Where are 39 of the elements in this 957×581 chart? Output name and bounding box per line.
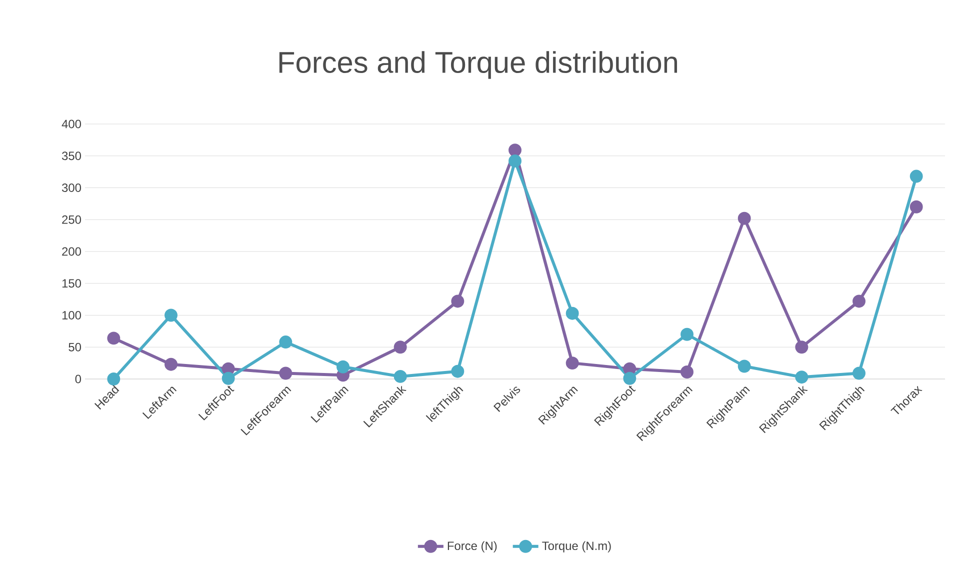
point <box>279 366 292 380</box>
point <box>852 366 866 380</box>
point <box>164 308 178 322</box>
point <box>107 372 120 386</box>
point <box>508 154 522 168</box>
y-tick-label: 100 <box>62 311 82 320</box>
point <box>738 212 751 225</box>
y-tick-label: 300 <box>62 184 82 192</box>
point <box>336 360 350 374</box>
legend-label: Force (N) <box>448 541 497 552</box>
point <box>566 306 579 320</box>
point <box>738 360 751 373</box>
point <box>164 358 178 371</box>
y-tick-label: 400 <box>62 120 82 128</box>
point <box>910 170 923 183</box>
chart-title: Forces and Torque distribution <box>279 51 678 79</box>
point <box>852 294 866 308</box>
point <box>566 356 579 370</box>
y-tick-label: 200 <box>62 247 82 256</box>
point <box>394 370 407 383</box>
point <box>222 372 235 385</box>
legend-label: Torque (N.m) <box>542 541 611 552</box>
point <box>910 200 923 214</box>
point <box>680 366 694 378</box>
point <box>279 336 292 349</box>
point <box>451 294 464 308</box>
y-tick-label: 250 <box>62 215 82 224</box>
y-tick-label: 50 <box>68 342 82 352</box>
point <box>508 144 522 157</box>
y-tick-label: 0 <box>75 374 82 384</box>
point <box>623 372 636 385</box>
y-tick-label: 150 <box>62 279 82 288</box>
y-tick-label: 350 <box>62 152 82 160</box>
point <box>795 340 808 354</box>
point <box>107 332 120 345</box>
point <box>795 370 808 384</box>
point <box>680 328 694 341</box>
point <box>394 340 407 354</box>
point <box>451 364 464 378</box>
